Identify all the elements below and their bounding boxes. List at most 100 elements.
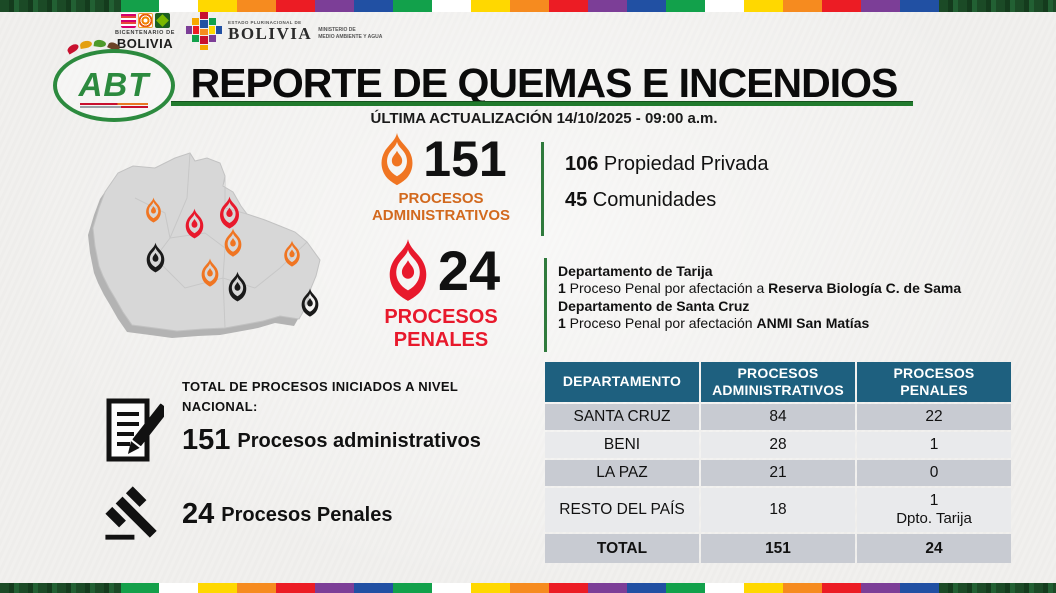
stripe-segment [121, 0, 159, 12]
cell-admin: 28 [701, 432, 855, 458]
cell-admin: 18 [701, 488, 855, 532]
cell-penal: 1 [857, 432, 1011, 458]
stripe-segment [159, 0, 198, 12]
stripe-segment [510, 0, 549, 12]
stripe-segment [432, 583, 471, 593]
stripe-segment [0, 583, 121, 593]
ownership-breakdown: 106 Propiedad Privada 45 Comunidades [565, 153, 768, 225]
table-header-row: DEPARTAMENTO PROCESOS ADMINISTRATIVOS PR… [545, 362, 1011, 402]
stripe-segment [354, 583, 393, 593]
penal-label: PROCESOS PENALES [384, 306, 498, 351]
stripe-segment [471, 0, 510, 12]
stripe-segment [471, 583, 510, 593]
stripe-segment [939, 583, 1056, 593]
col-procesos-penales: PROCESOS PENALES [857, 362, 1011, 402]
cell-departamento: RESTO DEL PAÍS [545, 488, 699, 532]
dept-santacruz-heading: Departamento de Santa Cruz [558, 297, 750, 314]
stripe-segment [666, 583, 705, 593]
bicentenario-spiral-icon [137, 13, 153, 28]
green-divider [544, 258, 547, 352]
stripe-segment [939, 0, 1056, 12]
stripe-segment [627, 583, 666, 593]
stripe-segment [705, 583, 744, 593]
total-admin-count: 151 [182, 424, 231, 456]
privada-count: 106 [565, 153, 599, 175]
stripe-segment [315, 0, 354, 12]
abt-leaf-icon [79, 40, 93, 49]
gavel-icon [103, 484, 161, 542]
stripe-segment [861, 0, 900, 12]
cell-departamento: TOTAL [545, 534, 699, 563]
stripe-segment [237, 583, 276, 593]
cell-admin: 21 [701, 460, 855, 486]
penal-detail-text: Departamento de Tarija 1 Proceso Penal p… [558, 263, 1018, 332]
cell-penal: 24 [857, 534, 1011, 563]
bottom-stripe [0, 583, 1056, 593]
stripe-segment [159, 583, 198, 593]
flame-icon [375, 131, 419, 187]
table-row: LA PAZ 21 0 [545, 460, 1011, 486]
cell-penal: 22 [857, 404, 1011, 430]
dept-tarija-heading: Departamento de Tarija [558, 263, 713, 279]
bicentenario-flag-icon [120, 13, 136, 28]
stripe-segment [549, 583, 588, 593]
col-procesos-administrativos: PROCESOS ADMINISTRATIVOS [701, 362, 855, 402]
total-penal-label: Procesos Penales [221, 504, 393, 526]
stripe-segment [121, 583, 159, 593]
abt-leaf-icon [66, 42, 80, 55]
stripe-segment [588, 0, 627, 12]
table-body: SANTA CRUZ 84 22 BENI 28 1 LA PAZ 21 0 RESTO DEL … [545, 404, 1011, 563]
col-departamento: DEPARTAMENTO [545, 362, 699, 402]
stripe-segment [666, 0, 705, 12]
stripe-segment [549, 0, 588, 12]
total-admin-line: 151 Procesos administrativos [182, 424, 481, 457]
stripe-segment [393, 0, 432, 12]
abt-logo-text: ABT [78, 65, 150, 103]
stripe-segment [900, 0, 939, 12]
cell-departamento: LA PAZ [545, 460, 699, 486]
tarija-penal-count: 1 [558, 280, 566, 297]
stripe-segment [588, 583, 627, 593]
last-update-text: ÚLTIMA ACTUALIZACIÓN 14/10/2025 - 09:00 … [370, 110, 718, 127]
ministerio-text-line2: MEDIO AMBIENTE Y AGUA [318, 34, 383, 40]
stripe-segment [315, 583, 354, 593]
stripe-segment [783, 583, 822, 593]
admin-processes-stat: 151 PROCESOS ADMINISTRATIVOS [366, 130, 516, 224]
department-table: DEPARTAMENTO PROCESOS ADMINISTRATIVOS PR… [543, 360, 1013, 565]
abt-logo: ABT [53, 39, 175, 122]
total-penal-line: 24 Procesos Penales [182, 498, 392, 531]
total-penal-count: 24 [182, 498, 215, 530]
document-pen-icon [104, 394, 169, 468]
ministerio-logo: ESTADO PLURINACIONAL DE BOLIVIA MINISTER… [186, 12, 382, 50]
comunidades-count: 45 [565, 189, 588, 211]
stripe-segment [822, 583, 861, 593]
stripe-segment [627, 0, 666, 12]
totals-heading: TOTAL DE PROCESOS INICIADOS A NIVEL NACI… [182, 379, 458, 414]
stripe-segment [510, 583, 549, 593]
ministerio-text-line1: MINISTERIO DE [318, 26, 356, 33]
penal-count: 24 [437, 238, 501, 302]
stripe-segment [276, 583, 315, 593]
abt-leaf-icon [93, 39, 107, 48]
stripe-segment [744, 0, 783, 12]
cell-penal-note: Dpto. Tarija [896, 510, 972, 528]
comunidades-label: Comunidades [587, 189, 717, 211]
santacruz-anmi-name: ANMI San Matías [756, 314, 870, 331]
bolivia-map [75, 138, 365, 353]
tarija-penal-text: Proceso Penal por afectación a [565, 280, 769, 297]
bolivia-map-shape [88, 152, 321, 338]
bicentenario-logo: BICENTENARIO DE BOLIVIA [112, 13, 178, 51]
stripe-segment [354, 0, 393, 12]
cell-penal: 0 [857, 460, 1011, 486]
total-admin-label: Procesos administrativos [237, 430, 481, 452]
admin-label: PROCESOS ADMINISTRATIVOS [371, 190, 511, 225]
stripe-segment [276, 0, 315, 12]
stripe-segment [198, 0, 237, 12]
privada-label: Propiedad Privada [598, 153, 769, 175]
stripe-segment [900, 583, 939, 593]
stripe-segment [744, 583, 783, 593]
bolivia-wordmark: BOLIVIA [228, 24, 313, 43]
table-row-total: TOTAL 151 24 [545, 534, 1011, 563]
admin-count: 151 [423, 131, 507, 187]
